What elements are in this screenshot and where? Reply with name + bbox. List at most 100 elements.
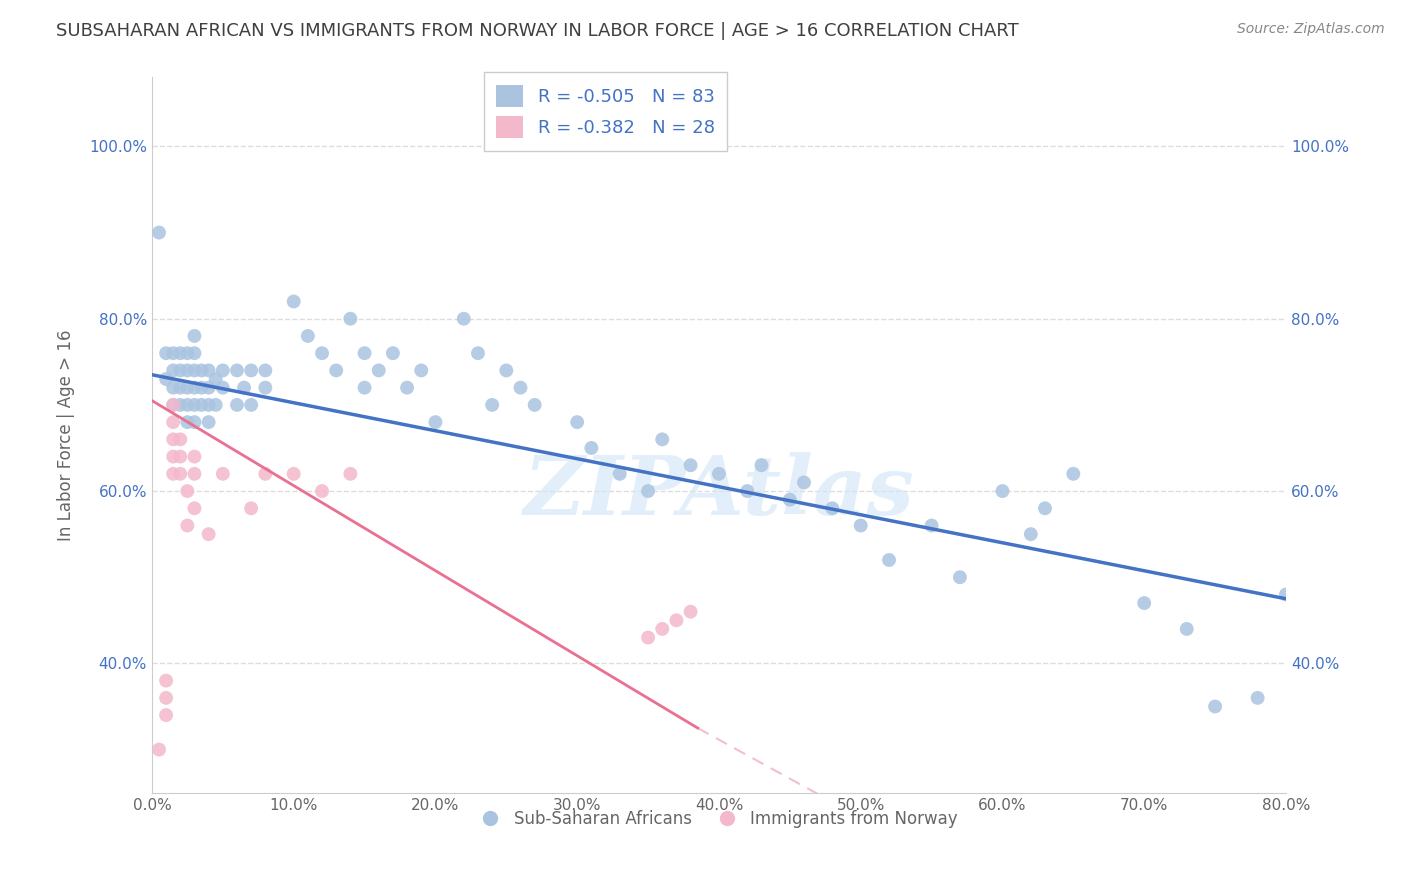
Point [1275, 587, 1298, 601]
Point [183, 398, 205, 412]
Point [651, 433, 673, 447]
Point [226, 398, 249, 412]
Point [353, 346, 375, 360]
Point [226, 363, 249, 377]
Point [581, 441, 603, 455]
Point [190, 381, 212, 395]
Point [707, 467, 730, 481]
Point [1204, 699, 1226, 714]
Point [665, 613, 688, 627]
Point [183, 415, 205, 429]
Point [169, 346, 191, 360]
Point [197, 398, 219, 412]
Point [183, 381, 205, 395]
Point [339, 311, 361, 326]
Point [425, 415, 447, 429]
Text: SUBSAHARAN AFRICAN VS IMMIGRANTS FROM NORWAY IN LABOR FORCE | AGE > 16 CORRELATI: SUBSAHARAN AFRICAN VS IMMIGRANTS FROM NO… [56, 22, 1019, 40]
Y-axis label: In Labor Force | Age > 16: In Labor Force | Age > 16 [58, 329, 75, 541]
Point [283, 467, 305, 481]
Point [1033, 501, 1056, 516]
Point [211, 363, 233, 377]
Point [1062, 467, 1084, 481]
Point [467, 346, 489, 360]
Point [169, 398, 191, 412]
Point [921, 518, 943, 533]
Point [155, 690, 177, 705]
Point [162, 381, 184, 395]
Point [197, 415, 219, 429]
Point [162, 398, 184, 412]
Point [949, 570, 972, 584]
Point [155, 346, 177, 360]
Point [183, 450, 205, 464]
Point [169, 381, 191, 395]
Point [162, 433, 184, 447]
Point [162, 415, 184, 429]
Point [169, 467, 191, 481]
Point [190, 398, 212, 412]
Point [751, 458, 773, 473]
Point [176, 398, 198, 412]
Point [162, 363, 184, 377]
Point [821, 501, 844, 516]
Point [411, 363, 433, 377]
Point [197, 527, 219, 541]
Point [367, 363, 389, 377]
Point [176, 484, 198, 499]
Point [254, 363, 277, 377]
Point [779, 492, 801, 507]
Point [240, 398, 263, 412]
Point [204, 372, 226, 386]
Point [339, 467, 361, 481]
Point [1246, 690, 1268, 705]
Point [509, 381, 531, 395]
Point [169, 450, 191, 464]
Point [211, 381, 233, 395]
Text: ZIPAtlas: ZIPAtlas [523, 452, 914, 533]
Point [240, 363, 263, 377]
Point [679, 458, 702, 473]
Point [877, 553, 900, 567]
Point [183, 501, 205, 516]
Legend: Sub-Saharan Africans, Immigrants from Norway: Sub-Saharan Africans, Immigrants from No… [474, 803, 965, 834]
Text: Source: ZipAtlas.com: Source: ZipAtlas.com [1237, 22, 1385, 37]
Point [155, 372, 177, 386]
Point [679, 605, 702, 619]
Point [311, 346, 333, 360]
Point [567, 415, 589, 429]
Point [254, 381, 277, 395]
Point [176, 363, 198, 377]
Point [183, 346, 205, 360]
Point [311, 484, 333, 499]
Point [396, 381, 419, 395]
Point [325, 363, 347, 377]
Point [637, 631, 659, 645]
Point [849, 518, 872, 533]
Point [991, 484, 1014, 499]
Point [183, 467, 205, 481]
Point [240, 501, 263, 516]
Point [1019, 527, 1042, 541]
Point [155, 708, 177, 723]
Point [148, 742, 170, 756]
Point [523, 398, 546, 412]
Point [148, 226, 170, 240]
Point [737, 484, 759, 499]
Point [381, 346, 404, 360]
Point [211, 467, 233, 481]
Point [637, 484, 659, 499]
Point [162, 398, 184, 412]
Point [651, 622, 673, 636]
Point [495, 363, 517, 377]
Point [297, 329, 319, 343]
Point [197, 381, 219, 395]
Point [233, 381, 256, 395]
Point [169, 433, 191, 447]
Point [155, 673, 177, 688]
Point [183, 363, 205, 377]
Point [197, 363, 219, 377]
Point [162, 346, 184, 360]
Point [183, 329, 205, 343]
Point [609, 467, 631, 481]
Point [283, 294, 305, 309]
